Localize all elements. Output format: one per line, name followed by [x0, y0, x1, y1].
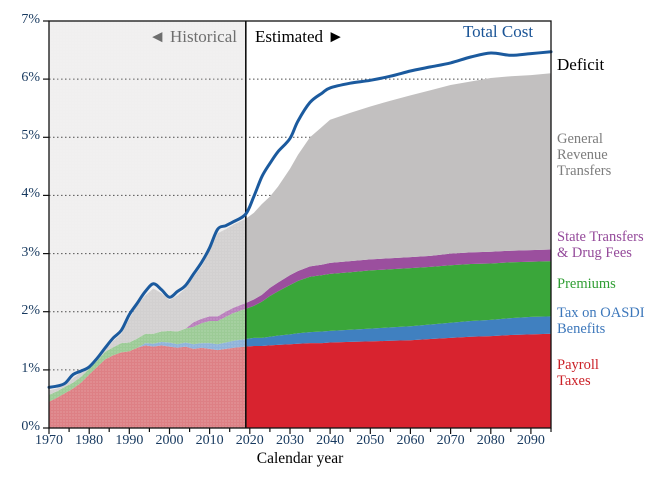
oasdi-line1: Tax on OASDI — [557, 305, 645, 321]
state-line2: & Drug Fees — [557, 245, 632, 262]
historical-region-label: ◄ Historical — [90, 27, 237, 46]
payroll-line1: Payroll — [557, 357, 599, 373]
left-arrow-icon: ◄ — [148, 27, 166, 46]
x-axis-title: Calendar year — [256, 450, 344, 467]
x-tick-label: 2070 — [436, 433, 465, 448]
state-transfers-label: State Transfers & Drug Fees — [557, 229, 644, 261]
x-tick-label: 1980 — [75, 433, 104, 448]
y-tick-label: 6% — [21, 70, 40, 86]
payroll-taxes-label: Payroll Taxes — [557, 357, 599, 389]
right-arrow-icon: ► — [327, 27, 345, 46]
state-line1: State Transfers — [557, 229, 644, 245]
y-tick-label: 7% — [21, 12, 40, 27]
y-tick-label: 1% — [21, 360, 40, 376]
grt-line3: Transfers — [557, 163, 612, 180]
x-tick-label: 2050 — [356, 433, 385, 448]
deficit-label: Deficit — [557, 55, 605, 74]
x-tick-label: 2060 — [396, 433, 425, 448]
y-tick-label: 2% — [21, 302, 40, 318]
x-tick-label: 2020 — [235, 433, 264, 448]
general-revenue-transfers-label: General Revenue Transfers — [557, 131, 611, 180]
y-tick-label: 4% — [21, 186, 40, 202]
grt-line1: General — [557, 131, 603, 147]
total-cost-label: Total Cost — [462, 22, 534, 41]
estimated-region-label: Estimated ► — [255, 27, 344, 46]
x-tick-label: 2080 — [476, 433, 505, 448]
y-tick-label: 3% — [21, 244, 40, 260]
x-tick-label: 2000 — [155, 433, 184, 448]
premiums-label: Premiums — [557, 276, 616, 292]
y-tick-label: 5% — [21, 128, 40, 144]
premiums-line1: Premiums — [557, 276, 616, 292]
payroll-line2: Taxes — [557, 373, 591, 390]
oasdi-line2: Benefits — [557, 321, 606, 338]
x-tick-label: 2090 — [516, 433, 545, 448]
y-tick-label: 0% — [21, 419, 40, 434]
grt-line2: Revenue — [557, 147, 608, 164]
estimated-text: Estimated — [255, 27, 323, 46]
x-tick-label: 2010 — [195, 433, 224, 448]
x-tick-label: 2040 — [316, 433, 345, 448]
tax-on-oasdi-label: Tax on OASDI Benefits — [557, 305, 645, 337]
historical-text: Historical — [169, 27, 237, 46]
x-tick-label: 1990 — [115, 433, 144, 448]
x-tick-label: 2030 — [275, 433, 304, 448]
x-tick-label: 1970 — [35, 433, 63, 448]
